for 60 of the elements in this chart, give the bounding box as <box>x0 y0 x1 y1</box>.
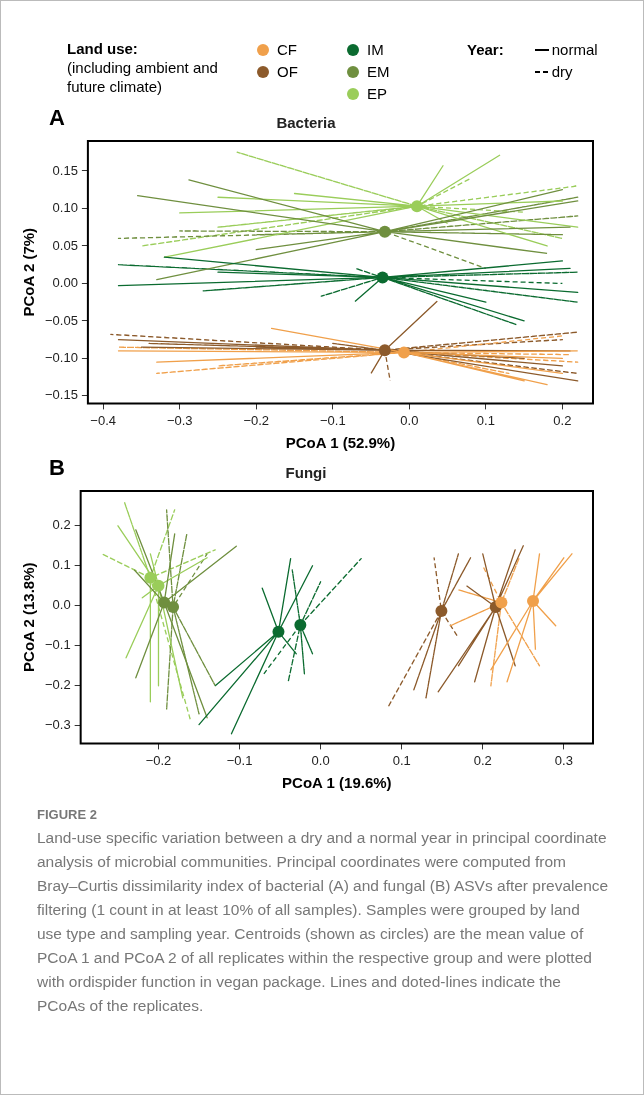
chart-title: Bacteria <box>276 114 337 132</box>
text: A <box>49 105 65 131</box>
x-tick-label: 0.0 <box>400 412 419 428</box>
point <box>144 571 157 584</box>
y-tick-label: 0.15 <box>52 162 78 178</box>
x-tick-label: −0.1 <box>319 412 346 428</box>
y-tick-label: 0.2 <box>52 517 71 533</box>
point <box>527 595 540 607</box>
y-tick-label: 0.1 <box>52 557 71 573</box>
text: Land-use specific variation between a dry and a normal year in principal coordinate analysis of microbial communities. Principal coordinates were computed from Bray–Curtis dissimilarity index of bacterial (A) and fungal (B) ASVs after prevalence filtering (1 count in at least 10% of all samples). Samples were grouped by land use type and sampling year. Centroids (shown as circles) are the mean value of PCoA 1 and PCoA 2 of all replicates within the respective group and were plotted with ordispider function in vegan package. Lines and doted-lines indicate the PCoAs of the replicates. <box>37 828 609 1016</box>
point <box>378 344 391 357</box>
x-axis-title: PCoA 1 (52.9%) <box>285 434 396 452</box>
x-tick-label: −0.2 <box>145 752 172 768</box>
x-tick-label: 0.1 <box>476 412 495 428</box>
y-tick-label: 0.0 <box>52 597 71 613</box>
y-tick-label: 0.10 <box>52 200 78 216</box>
y-tick-label: −0.15 <box>44 387 78 403</box>
chart-title: Fungi <box>285 464 327 482</box>
point <box>410 200 423 213</box>
line-series <box>387 553 472 709</box>
y-tick-label: −0.2 <box>44 677 71 693</box>
x-tick-label: −0.4 <box>90 412 117 428</box>
y-tick-label: −0.10 <box>44 350 78 365</box>
y-axis-title: PCoA 2 (13.8%) <box>20 562 38 672</box>
point <box>272 625 285 638</box>
point <box>495 596 508 609</box>
x-tick-label: −0.1 <box>226 752 253 768</box>
x-tick-label: 0.1 <box>392 752 411 768</box>
y-axis-title: PCoA 2 (7%) <box>20 227 38 317</box>
y-tick-label: −0.3 <box>44 717 71 733</box>
point <box>397 346 410 359</box>
point <box>376 271 389 284</box>
text: normal <box>551 40 598 60</box>
legend-label: IM <box>367 40 384 60</box>
x-axis-title: PCoA 1 (19.6%) <box>282 774 392 792</box>
text: Year: <box>467 40 504 60</box>
point <box>294 619 307 631</box>
x-tick-label: 0.2 <box>473 752 492 768</box>
x-tick-label: 0.2 <box>553 412 572 428</box>
y-tick-label: −0.05 <box>44 312 78 328</box>
y-tick-label: −0.1 <box>44 637 71 653</box>
x-tick-label: −0.2 <box>243 412 270 428</box>
caption: FIGURE 2 <box>37 807 98 822</box>
text: dry <box>551 62 573 82</box>
legend-label: EP <box>367 84 388 104</box>
y-tick-label: 0.05 <box>52 237 78 253</box>
y-tick-label: 0.00 <box>52 275 78 291</box>
point <box>167 601 180 613</box>
text: B <box>49 455 65 481</box>
point <box>435 605 448 617</box>
legend-label: CF <box>277 40 297 60</box>
point <box>378 225 391 238</box>
text: (including ambient and future climate) <box>67 58 219 96</box>
x-tick-label: 0.0 <box>311 752 330 768</box>
legend-label: OF <box>277 62 298 82</box>
point <box>152 579 165 592</box>
x-tick-label: 0.3 <box>554 752 573 768</box>
legend-label: EM <box>367 62 390 82</box>
x-tick-label: −0.3 <box>166 412 193 428</box>
legend-title: Land use: <box>67 39 139 58</box>
